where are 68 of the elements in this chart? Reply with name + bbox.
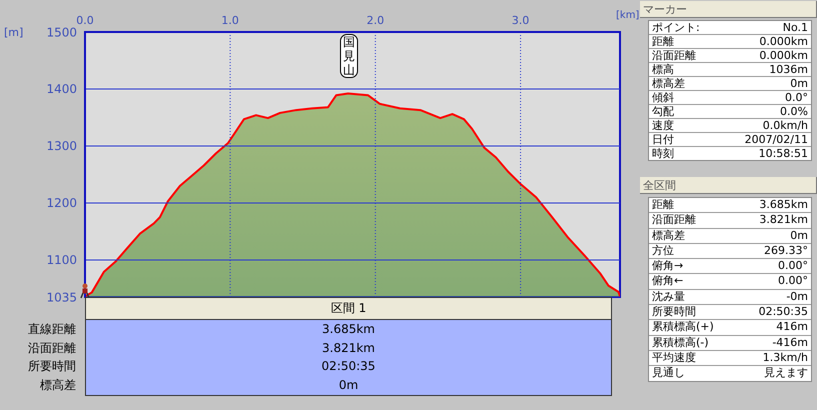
text: 日付	[652, 133, 674, 146]
text: 累積標高(-)	[652, 336, 709, 350]
annotation: 国見山	[341, 35, 358, 77]
text: 0.00°	[778, 274, 808, 289]
text: 0.000km	[759, 35, 808, 48]
x-tick-label: 3.0	[512, 14, 530, 27]
text: 全区間	[640, 177, 817, 194]
text: 0.00°	[778, 259, 808, 274]
text: -0m	[786, 290, 808, 304]
x-axis-title: [km]	[616, 10, 640, 21]
text: 標高	[652, 63, 674, 76]
text: 2007/02/11	[744, 133, 808, 146]
text: 累積標高(+)	[652, 320, 714, 335]
text: 時刻	[652, 147, 674, 160]
text: 所要時間	[28, 358, 76, 375]
text: 速度	[652, 119, 674, 132]
y-tick-label: 1035	[46, 290, 77, 304]
text: マーカー	[640, 1, 817, 18]
text: 標高差	[40, 376, 76, 394]
text: 沿面距離	[28, 340, 76, 356]
text: 3.685km	[759, 198, 808, 212]
text: 標高差	[652, 77, 685, 90]
text: -416m	[772, 336, 808, 350]
text: 見えます	[764, 366, 808, 381]
y-axis-title: [m]	[4, 26, 24, 39]
text: 見通し	[652, 366, 685, 381]
text: 3.685km	[321, 321, 376, 338]
text: 平均速度	[652, 350, 696, 366]
text: 沿面距離	[652, 49, 696, 62]
text: 0.0°	[785, 91, 808, 104]
text: 0m	[338, 376, 360, 394]
x-tick-label: 2.0	[366, 14, 384, 27]
text: 3.821km	[321, 340, 376, 356]
text: 02:50:35	[758, 305, 808, 320]
text: 沈み量	[652, 290, 685, 304]
text: 416m	[776, 320, 808, 335]
text: 区間 1	[85, 297, 612, 320]
text: 0.000km	[759, 49, 808, 62]
text: No.1	[782, 21, 808, 34]
y-tick-label: 1100	[46, 253, 77, 268]
y-tick-label: 1400	[46, 82, 77, 96]
text: 沿面距離	[652, 213, 696, 228]
text: 269.33°	[764, 244, 808, 258]
y-tick-label: 1500	[46, 25, 77, 40]
text: 10:58:51	[758, 147, 808, 160]
text: 傾斜	[652, 91, 674, 104]
y-tick-label: 1300	[46, 139, 77, 154]
text: 所要時間	[652, 305, 696, 320]
text: 直線距離	[28, 321, 76, 338]
text: 距離	[652, 198, 674, 212]
text: 0.0%	[780, 105, 808, 118]
text: 勾配	[652, 105, 674, 118]
text: 標高差	[652, 228, 685, 243]
text: 方位	[652, 244, 674, 258]
text: 俯角←	[652, 274, 684, 289]
text: 1.3km/h	[762, 350, 808, 366]
text: 3.821km	[759, 213, 808, 228]
text: 0m	[790, 77, 808, 90]
x-tick-label: 0.0	[76, 14, 94, 27]
text: 0m	[790, 228, 808, 243]
text: 02:50:35	[320, 358, 376, 375]
text: 0.0km/h	[762, 119, 808, 132]
text: 1036m	[769, 63, 808, 76]
text: ポイント:	[652, 21, 700, 34]
x-tick-label: 1.0	[221, 14, 239, 27]
y-tick-label: 1200	[46, 196, 77, 210]
text: 距離	[652, 35, 674, 48]
text: 俯角→	[652, 259, 684, 274]
